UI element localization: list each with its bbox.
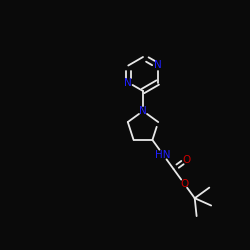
Text: O: O — [180, 179, 188, 189]
Text: O: O — [182, 155, 191, 165]
Text: N: N — [139, 106, 147, 116]
Text: N: N — [154, 60, 162, 70]
Text: HN: HN — [155, 150, 171, 160]
Text: N: N — [124, 78, 132, 88]
